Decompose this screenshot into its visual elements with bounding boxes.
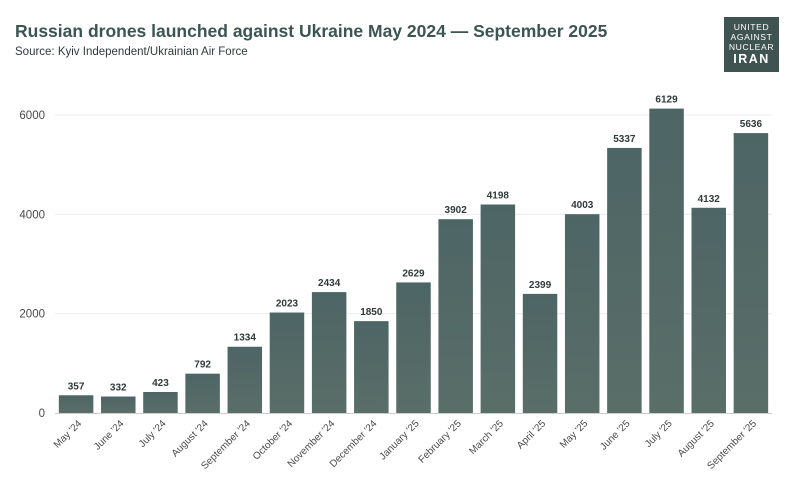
bar xyxy=(58,395,94,413)
x-tick-label: June '25 xyxy=(598,418,633,453)
y-tick-label: 6000 xyxy=(19,110,45,122)
bar xyxy=(354,321,389,413)
x-tick-label: August '24 xyxy=(170,418,211,459)
value-label: 792 xyxy=(194,360,211,371)
bar xyxy=(227,346,263,413)
x-tick-label: May '24 xyxy=(52,418,85,451)
value-label: 2629 xyxy=(402,268,425,279)
bar xyxy=(607,147,642,413)
value-label: 2399 xyxy=(529,280,552,291)
value-label: 332 xyxy=(110,383,127,394)
x-tick-label: May '25 xyxy=(558,418,591,451)
bar xyxy=(733,133,769,413)
value-label: 6129 xyxy=(655,95,678,106)
bar xyxy=(438,219,473,413)
y-tick-label: 2000 xyxy=(19,309,45,321)
bar xyxy=(480,204,516,413)
x-tick-label: April '25 xyxy=(515,418,548,451)
x-tick-label: October '24 xyxy=(251,418,295,462)
value-label: 2023 xyxy=(276,299,299,310)
x-axis: May '24 June '24 July '24 August '24Septemb… xyxy=(52,418,759,472)
x-tick-label: March '25 xyxy=(467,418,506,457)
bar xyxy=(691,207,726,413)
value-label: 4003 xyxy=(571,200,594,211)
logo-line-2: AGAINST xyxy=(730,31,773,42)
chart-title: Russian drones launched against Ukraine … xyxy=(15,21,608,41)
logo-line-3: NUCLEAR xyxy=(728,41,775,52)
logo-line-1: UNITED xyxy=(733,22,770,33)
x-tick-label: January '25 xyxy=(378,418,422,462)
value-label: 357 xyxy=(68,381,85,392)
value-labels: 357 332 423 792 1334 2023 2434 1850 2629 3902 4198… xyxy=(68,95,763,394)
x-tick-label: August '25 xyxy=(676,418,717,459)
bar xyxy=(396,282,431,413)
bar xyxy=(311,292,347,413)
value-label: 3902 xyxy=(445,205,468,216)
bar xyxy=(143,391,178,413)
value-label: 1850 xyxy=(360,307,383,318)
value-label: 1334 xyxy=(234,333,257,344)
bar xyxy=(649,108,684,413)
y-axis: 0 2000 4000 6000 xyxy=(19,110,45,420)
x-tick-label: July '25 xyxy=(643,418,675,450)
logo-line-4: IRAN xyxy=(733,52,770,67)
y-tick-label: 0 xyxy=(39,408,45,420)
bar xyxy=(522,293,558,413)
uani-logo: UNITED AGAINST NUCLEAR IRAN xyxy=(724,17,779,72)
value-label: 5636 xyxy=(740,119,763,130)
bar xyxy=(269,312,305,413)
value-label: 4198 xyxy=(487,190,510,201)
value-label: 4132 xyxy=(698,194,721,205)
bar xyxy=(185,373,220,413)
x-tick-label: June '24 xyxy=(92,418,127,453)
x-tick-label: July '24 xyxy=(137,418,169,450)
bar xyxy=(101,396,136,413)
value-label: 423 xyxy=(152,378,169,389)
y-tick-label: 4000 xyxy=(19,209,45,221)
bars xyxy=(58,108,769,413)
x-tick-label: February '25 xyxy=(417,418,465,466)
value-label: 2434 xyxy=(318,278,341,289)
value-label: 5337 xyxy=(613,134,636,145)
bar xyxy=(564,214,600,413)
chart-source: Source: Kyiv Independent/Ukrainian Air F… xyxy=(15,46,248,58)
